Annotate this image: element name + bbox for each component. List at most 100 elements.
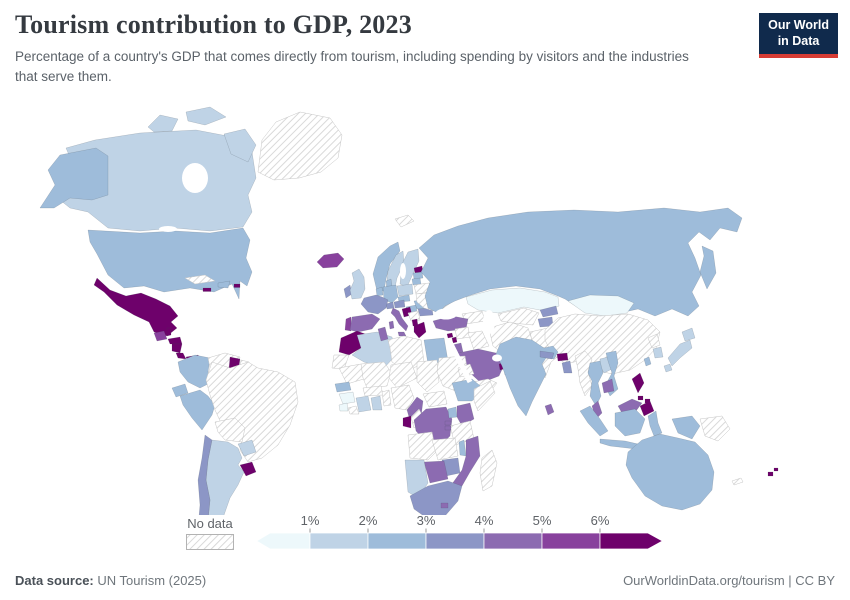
country-puerto-rico[interactable] [233,283,241,288]
country-nigeria[interactable] [390,384,415,411]
country-australia[interactable] [625,433,715,511]
country-nepal[interactable] [539,350,555,360]
legend-bin-2[interactable] [367,532,427,550]
country-indonesia[interactable] [579,405,609,437]
legend-bin-4[interactable] [483,532,543,550]
owid-logo[interactable]: Our World in Data [759,13,838,59]
legend-bin-1[interactable] [309,532,369,550]
country-uganda[interactable] [447,406,458,419]
country-cuba[interactable] [184,274,216,285]
country-niger[interactable] [388,361,418,389]
country-guinea[interactable] [338,391,356,405]
country-iraq[interactable] [467,330,490,351]
country-russia[interactable] [418,207,743,317]
country-united-states[interactable] [87,227,253,300]
country-new-caledonia[interactable] [731,477,744,486]
country-belize[interactable] [166,327,172,337]
country-latvia[interactable] [412,271,424,280]
country-north-korea[interactable] [647,333,661,349]
country-italy[interactable] [397,331,407,337]
country-netherlands[interactable] [375,286,384,297]
country-uruguay[interactable] [239,461,257,477]
country-serbia[interactable] [407,310,421,322]
country-spain[interactable] [349,313,381,333]
country-indonesia[interactable] [599,438,639,450]
country-mali[interactable] [360,361,392,389]
country-peru[interactable] [179,389,216,431]
country-guatemala[interactable] [153,330,168,342]
legend-bin-6[interactable] [599,532,664,550]
country-south-korea[interactable] [652,346,664,359]
country-thailand[interactable] [587,360,604,407]
country-uzbekistan[interactable] [497,307,540,326]
country-brazil[interactable] [205,361,299,463]
country-paraguay[interactable] [237,439,257,457]
country-germany[interactable] [382,284,399,304]
country-honduras[interactable] [167,336,183,345]
country-bolivia[interactable] [214,417,246,443]
country-bangladesh[interactable] [561,360,573,374]
legend-bin-0[interactable] [255,532,311,550]
country-chad[interactable] [416,359,440,393]
country-canada[interactable] [223,128,257,163]
country-indonesia[interactable] [647,410,663,437]
country-botswana[interactable] [423,460,449,484]
country-canada[interactable] [59,129,257,232]
country-norway[interactable] [372,241,401,292]
country-libya[interactable] [387,335,425,373]
country-mexico[interactable] [93,277,179,337]
legend-bin-5[interactable] [541,532,601,550]
country-burundi[interactable] [444,425,452,431]
country-philippines[interactable] [631,372,645,394]
country-united-states[interactable] [39,147,109,209]
country-cambodia[interactable] [601,378,615,394]
country-japan[interactable] [681,327,696,342]
country-austria[interactable] [393,299,406,309]
country-bhutan[interactable] [556,352,569,362]
country-fiji[interactable] [773,467,779,472]
country-tunisia[interactable] [377,326,389,342]
country-lesotho[interactable] [440,502,449,509]
country-ghana[interactable] [370,395,383,411]
country-greenland[interactable] [257,111,343,181]
country-benin[interactable] [381,389,392,407]
country-czechia[interactable] [397,294,411,303]
country-lithuania[interactable] [411,277,422,286]
country-italy[interactable] [388,320,395,330]
country-iceland[interactable] [316,252,345,269]
country-greece[interactable] [413,321,427,339]
country-cote-d-ivoire[interactable] [355,395,372,413]
country-malawi[interactable] [458,439,467,457]
country-svalbard[interactable] [394,214,415,228]
country-angola[interactable] [407,431,437,461]
country-indonesia[interactable] [671,415,701,440]
country-poland[interactable] [396,283,414,297]
country-somalia[interactable] [473,380,496,412]
country-russia[interactable] [699,245,717,290]
country-taiwan[interactable] [643,356,652,367]
country-south-africa[interactable] [409,480,463,520]
country-india[interactable] [495,336,559,417]
owid-link[interactable]: OurWorldinData.org/tourism | CC BY [623,573,835,588]
country-indonesia[interactable] [614,408,646,437]
country-japan[interactable] [663,363,673,373]
country-madagascar[interactable] [479,449,498,492]
country-italy[interactable] [390,307,409,332]
country-central-african-republic[interactable] [422,390,448,408]
country-united-kingdom[interactable] [349,268,366,300]
country-zambia[interactable] [431,437,459,461]
country-argentina[interactable] [205,439,245,529]
country-jamaica[interactable] [202,287,212,292]
country-portugal[interactable] [344,316,352,332]
country-gabon[interactable] [402,415,412,429]
country-canada[interactable] [185,106,227,126]
country-kyrgyzstan[interactable] [539,305,559,318]
country-france[interactable] [360,294,389,315]
country-lebanon[interactable] [451,336,458,344]
country-burkina-faso[interactable] [362,385,384,397]
legend-bin-3[interactable] [425,532,485,550]
country-sri-lanka[interactable] [544,403,555,416]
country-switzerland[interactable] [385,301,395,310]
country-canada[interactable] [147,114,179,133]
country-costa-rica[interactable] [175,352,187,360]
